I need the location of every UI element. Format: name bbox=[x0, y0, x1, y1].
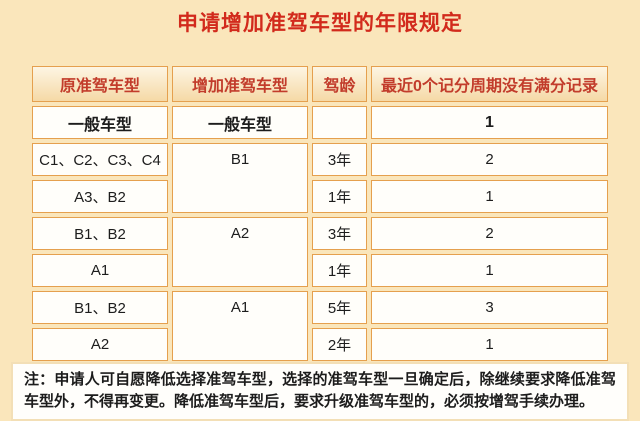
table-row: C1、C2、C3、C4 B1 3年 2 bbox=[32, 143, 608, 213]
cell-driving-age: 2年 bbox=[312, 328, 367, 361]
cell-scoring-cycles: 2 bbox=[371, 217, 608, 250]
cell-original-type: A1 bbox=[32, 254, 168, 287]
table-row: A1 1年 1 bbox=[32, 254, 608, 287]
cell-scoring-cycles: 1 bbox=[371, 254, 608, 287]
table-row: A2 2年 1 bbox=[32, 328, 608, 361]
cell-scoring-cycles: 2 bbox=[371, 143, 608, 176]
cell-added-type: A1 bbox=[172, 291, 308, 361]
col-header-scoring-cycles: 最近0个记分周期没有满分记录 bbox=[371, 66, 608, 102]
table-row: B1、B2 A1 5年 3 bbox=[32, 291, 608, 361]
table-row: A3、B2 1年 1 bbox=[32, 180, 608, 213]
cell-original-type: B1、B2 bbox=[32, 217, 168, 250]
cell-driving-age: 3年 bbox=[312, 217, 367, 250]
cell-added-type: B1 bbox=[172, 143, 308, 213]
cell-driving-age: 3年 bbox=[312, 143, 367, 176]
header-row: 原准驾车型 增加准驾车型 驾龄 最近0个记分周期没有满分记录 bbox=[32, 66, 608, 102]
col-header-original-type: 原准驾车型 bbox=[32, 66, 168, 102]
col-header-driving-age: 驾龄 bbox=[312, 66, 367, 102]
cell-original-type: A3、B2 bbox=[32, 180, 168, 213]
cell-scoring-cycles: 3 bbox=[371, 291, 608, 324]
cell-original-type: A2 bbox=[32, 328, 168, 361]
cell-original-type: C1、C2、C3、C4 bbox=[32, 143, 168, 176]
regulation-table: 原准驾车型 增加准驾车型 驾龄 最近0个记分周期没有满分记录 一般车型 一般车型… bbox=[28, 62, 612, 365]
cell-scoring-cycles: 1 bbox=[371, 106, 608, 139]
table-row: 一般车型 一般车型 1 bbox=[32, 106, 608, 139]
page-title: 申请增加准驾车型的年限规定 bbox=[177, 12, 463, 35]
cell-scoring-cycles: 1 bbox=[371, 328, 608, 361]
cell-original-type: 一般车型 bbox=[32, 106, 168, 139]
cell-driving-age bbox=[312, 106, 367, 139]
cell-added-type: A2 bbox=[172, 217, 308, 287]
cell-driving-age: 1年 bbox=[312, 180, 367, 213]
table-row: B1、B2 A2 3年 2 bbox=[32, 217, 608, 287]
cell-added-type: 一般车型 bbox=[172, 106, 308, 139]
cell-original-type: B1、B2 bbox=[32, 291, 168, 324]
cell-driving-age: 5年 bbox=[312, 291, 367, 324]
cell-scoring-cycles: 1 bbox=[371, 180, 608, 213]
footnote: 注：申请人可自愿降低选择准驾车型，选择的准驾车型一旦确定后，除继续要求降低准驾车… bbox=[11, 362, 629, 421]
col-header-added-type: 增加准驾车型 bbox=[172, 66, 308, 102]
cell-driving-age: 1年 bbox=[312, 254, 367, 287]
